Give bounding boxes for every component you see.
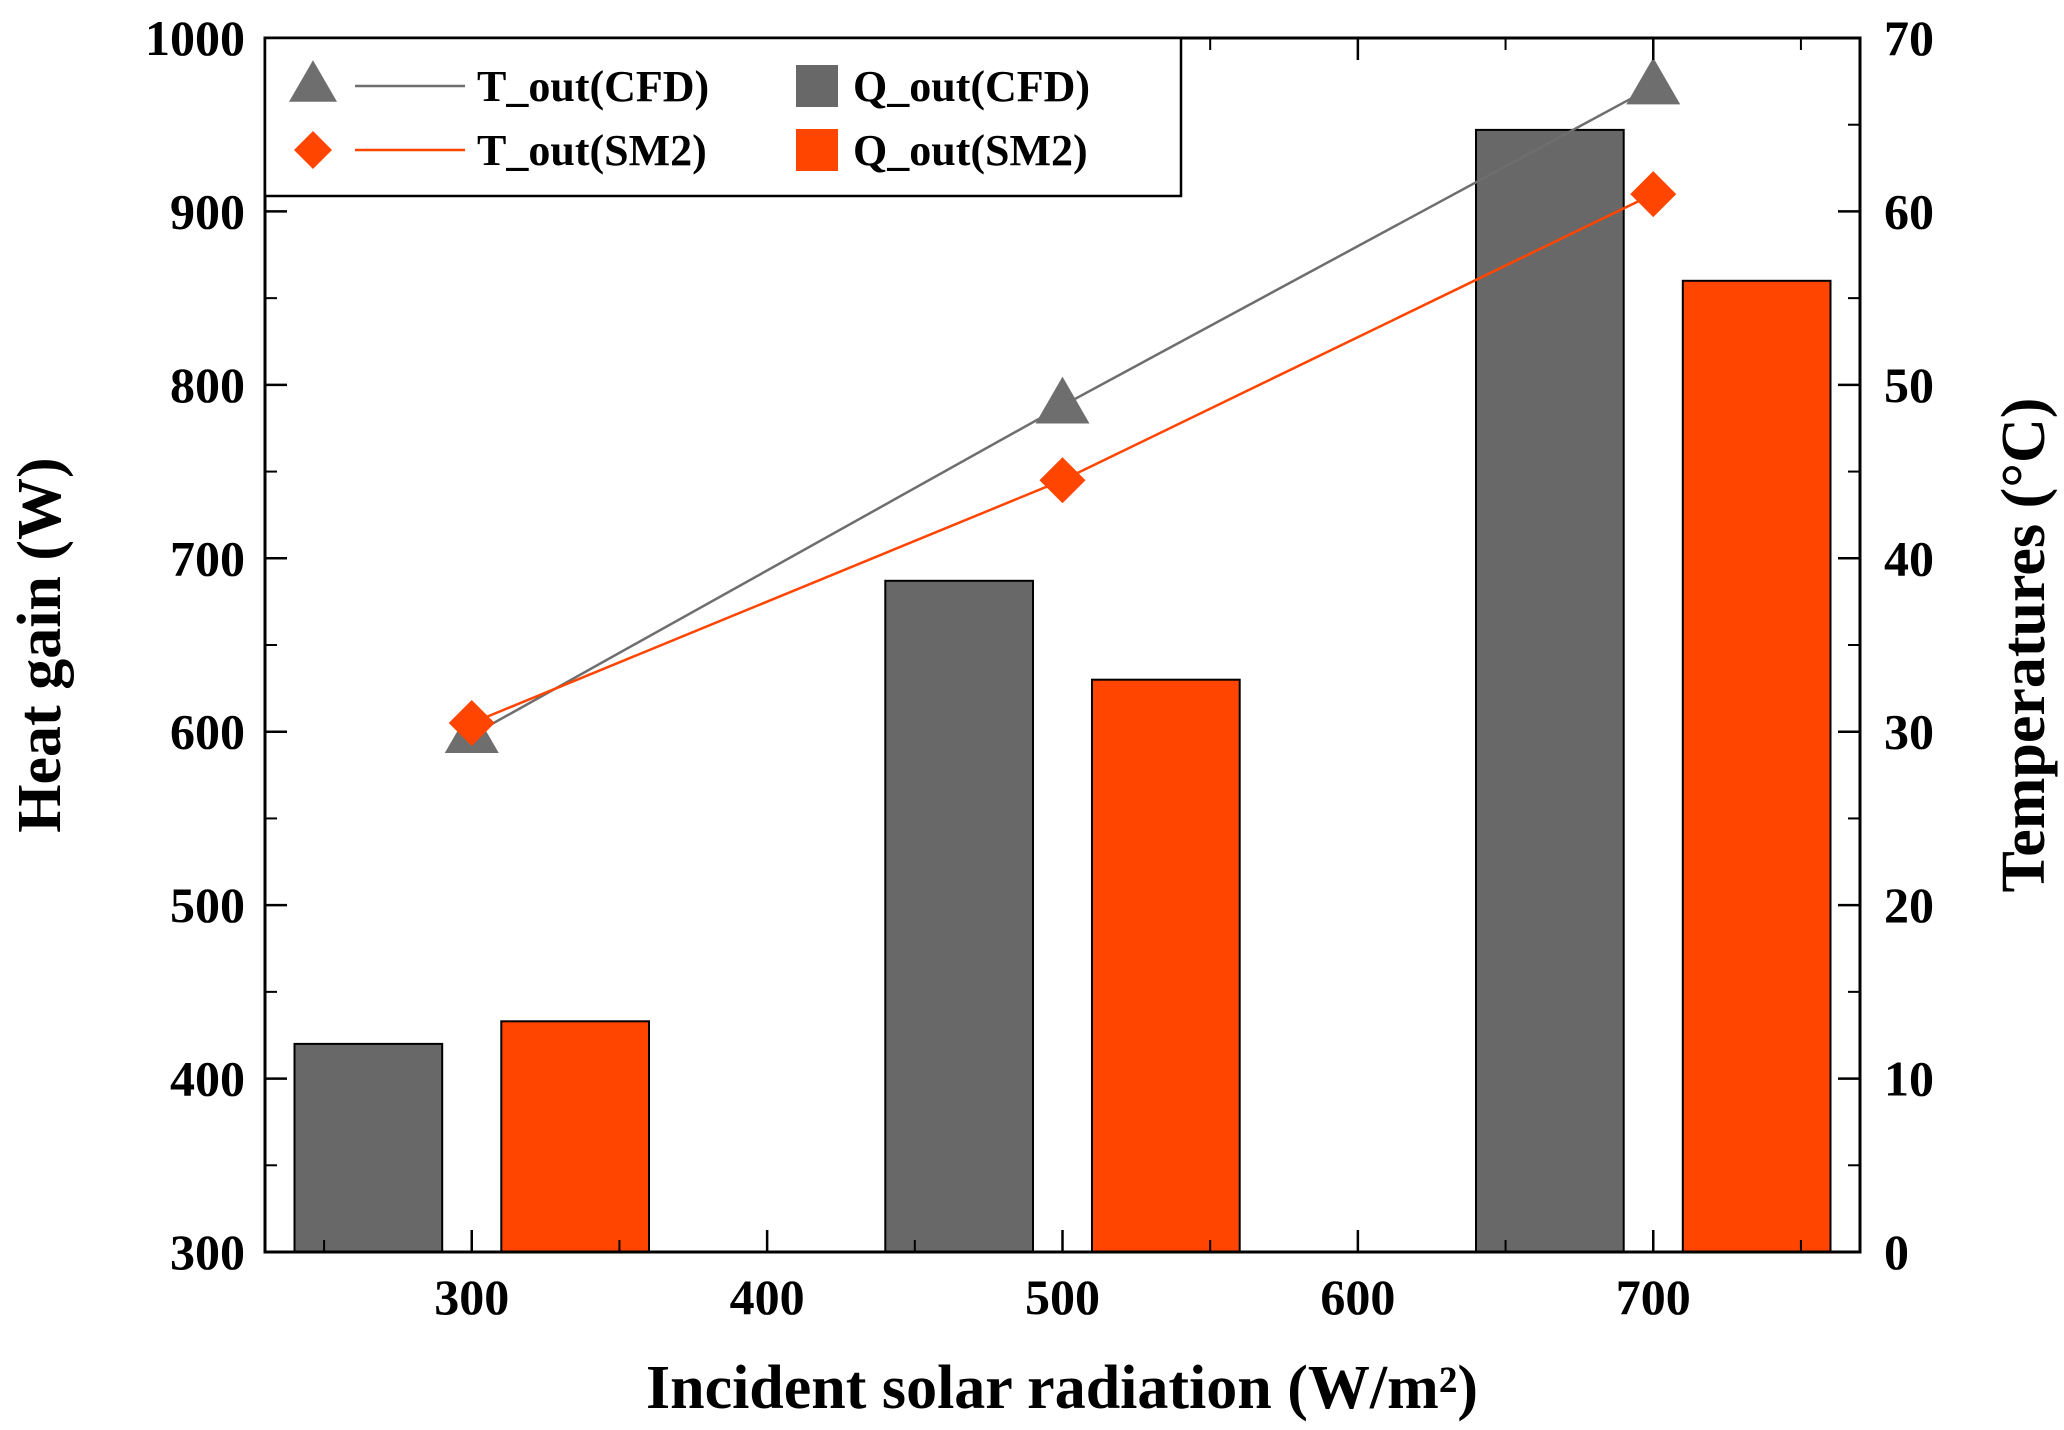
y2-tick-label-30: 30 [1884, 704, 1934, 760]
legend-swatch-q-out-cfd [796, 65, 838, 107]
bar-q-out-sm2-300 [500, 1020, 650, 1253]
legend-marker-t-out-sm2 [294, 131, 332, 169]
markers-layer [444, 57, 1681, 753]
bars-layer [293, 128, 1832, 1254]
bar-q-out-sm2-500 [1091, 678, 1241, 1253]
point-t-out-sm2-500 [1039, 457, 1086, 504]
axis-titles-layer: Incident solar radiation (W/m²) Heat gai… [6, 398, 2058, 1422]
bar-q-out-cfd-700 [1475, 128, 1625, 1253]
bar-q-out-cfd-500 [884, 579, 1034, 1253]
x-tick-label-300: 300 [434, 1269, 509, 1325]
y2-axis-title: Temperatures (°C) [1990, 398, 2058, 893]
y2-tick-label-0: 0 [1884, 1224, 1909, 1280]
point-t-out-sm2-300 [448, 700, 495, 747]
bar-q-out-sm2-700 [1681, 279, 1832, 1253]
y2-tick-label-10: 10 [1884, 1051, 1934, 1107]
y-axis-title: Heat gain (W) [6, 457, 74, 832]
y2-tick-label-70: 70 [1884, 10, 1934, 66]
legend-marker-t-out-cfd [289, 60, 337, 102]
y-tick-label-700: 700 [170, 530, 245, 586]
legend-swatch-q-out-sm2 [796, 129, 838, 171]
x-tick-label-600: 600 [1320, 1269, 1395, 1325]
legend-items: T_out(CFD) T_out(SM2) Q_out(CFD) Q_out(SM2) [289, 60, 1090, 175]
x-axis-title: Incident solar radiation (W/m²) [646, 1354, 1478, 1422]
x-tick-label-400: 400 [730, 1269, 805, 1325]
x-tick-label-500: 500 [1025, 1269, 1100, 1325]
point-t-out-cfd-700 [1626, 57, 1681, 105]
y2-tick-label-50: 50 [1884, 357, 1934, 413]
y-tick-label-400: 400 [170, 1051, 245, 1107]
legend-label-t-out-sm2: T_out(SM2) [477, 126, 707, 175]
legend-label-t-out-cfd: T_out(CFD) [477, 62, 709, 111]
y-tick-label-600: 600 [170, 704, 245, 760]
tick-labels-layer: 300 400 500 600 7003004005006007008009001000… [145, 10, 1934, 1325]
legend-label-q-out-cfd: Q_out(CFD) [853, 62, 1090, 111]
point-t-out-cfd-500 [1035, 376, 1090, 424]
y-tick-label-900: 900 [170, 183, 245, 239]
x-tick-label-700: 700 [1616, 1269, 1691, 1325]
y-tick-label-300: 300 [170, 1224, 245, 1280]
bar-q-out-cfd-300 [293, 1042, 444, 1254]
legend-label-q-out-sm2: Q_out(SM2) [853, 126, 1088, 175]
y-tick-label-1000: 1000 [145, 10, 245, 66]
point-t-out-sm2-700 [1630, 171, 1677, 218]
y2-tick-label-20: 20 [1884, 877, 1934, 933]
legend-box [263, 36, 1183, 198]
y2-tick-label-60: 60 [1884, 183, 1934, 239]
y-tick-label-500: 500 [170, 877, 245, 933]
y2-tick-label-40: 40 [1884, 530, 1934, 586]
y-tick-label-800: 800 [170, 357, 245, 413]
legend: T_out(CFD) T_out(SM2) Q_out(CFD) Q_out(SM2) [263, 36, 1183, 198]
